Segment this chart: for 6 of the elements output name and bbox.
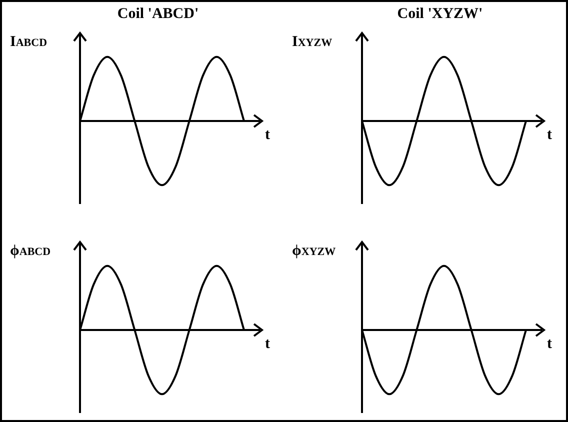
x-axis-title: t	[547, 336, 552, 353]
chart-title: Coil 'XYZW'	[396, 6, 484, 23]
chart-title: Coil 'ABCD'	[116, 6, 200, 23]
x-axis-title: t	[265, 336, 270, 353]
x-axis-title: t	[547, 127, 552, 144]
x-axis-title: t	[265, 127, 270, 144]
